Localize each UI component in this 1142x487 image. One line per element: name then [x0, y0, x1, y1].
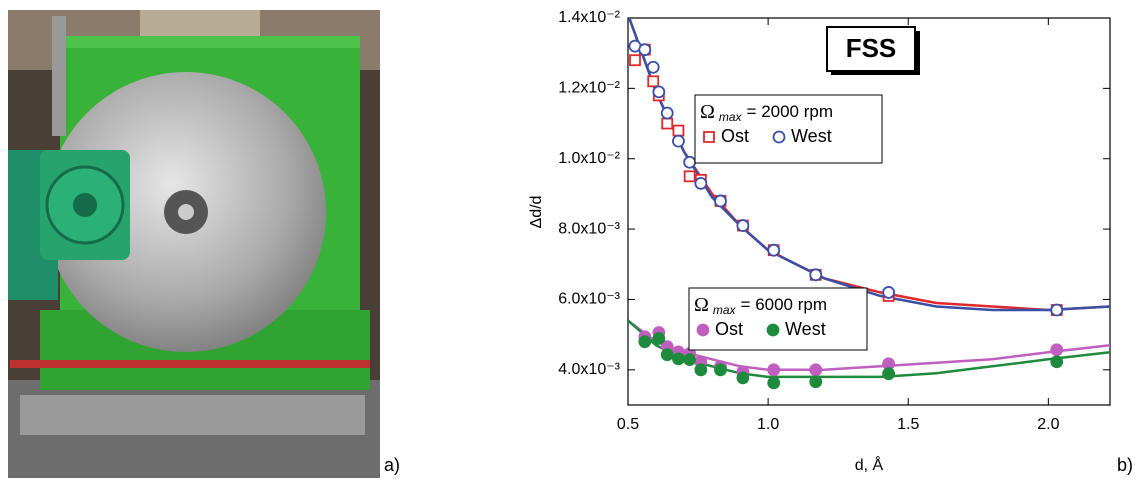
point [683, 155, 697, 169]
y-tick-label: 4.0x10⁻³ [558, 361, 620, 378]
point [1050, 303, 1064, 317]
legend-subscript: max [713, 303, 737, 317]
legend-label: Ost [715, 319, 743, 339]
point [714, 194, 727, 208]
legend-marker [766, 323, 780, 337]
title-box: FSS [826, 26, 920, 75]
legend-text: = 6000 rpm [741, 295, 827, 314]
point [1050, 355, 1064, 369]
legend-box [694, 94, 883, 164]
point [736, 371, 750, 385]
point [646, 60, 660, 74]
point [767, 243, 781, 257]
point [736, 219, 750, 232]
x-tick-label: 2.0 [1037, 416, 1059, 433]
point [672, 134, 685, 148]
legend-box [688, 287, 868, 351]
point [767, 363, 781, 377]
legend-label: West [791, 126, 832, 146]
panel-label: a) [384, 455, 400, 475]
point [714, 363, 727, 377]
point [638, 335, 652, 349]
point [672, 352, 685, 366]
legend-marker [772, 130, 786, 144]
point [683, 353, 697, 367]
point [647, 75, 660, 88]
y-axis-label: Δd/d [528, 196, 545, 229]
point [809, 375, 823, 389]
legend-symbol: Ω [694, 294, 709, 316]
point [672, 124, 685, 137]
point [661, 117, 674, 130]
point [652, 85, 666, 99]
legend-label: Ost [721, 126, 749, 146]
legend-marker [696, 323, 710, 337]
plot-frame [627, 17, 1111, 406]
legend-label: West [785, 319, 826, 339]
panel-label: b) [1117, 455, 1133, 475]
point [1050, 343, 1064, 357]
point [683, 170, 696, 183]
point [809, 268, 823, 282]
y-tick-label: 1.4x10⁻² [558, 9, 620, 26]
point [882, 367, 896, 381]
point [767, 376, 781, 390]
y-tick-label: 6.0x10⁻³ [558, 291, 620, 308]
point [809, 363, 823, 377]
x-axis-label: d, Å [855, 455, 884, 474]
point [638, 43, 652, 57]
point [660, 348, 674, 362]
point [882, 286, 896, 299]
point [694, 363, 708, 377]
legend-text: = 2000 rpm [747, 102, 833, 121]
point [660, 106, 674, 120]
chart-title: FSS [846, 33, 897, 63]
y-tick-label: 1.0x10⁻² [558, 150, 620, 167]
legend-symbol: Ω [700, 101, 715, 123]
point [652, 332, 666, 345]
x-tick-label: 1.5 [897, 416, 919, 433]
x-tick-label: 0.5 [617, 416, 639, 433]
photo [8, 10, 380, 478]
x-tick-label: 1.0 [757, 416, 779, 433]
y-tick-label: 1.2x10⁻² [558, 80, 620, 97]
point [694, 176, 708, 190]
legend-subscript: max [719, 110, 743, 124]
point [629, 54, 641, 67]
y-tick-label: 8.0x10⁻³ [558, 220, 620, 237]
legend-marker [703, 131, 715, 143]
